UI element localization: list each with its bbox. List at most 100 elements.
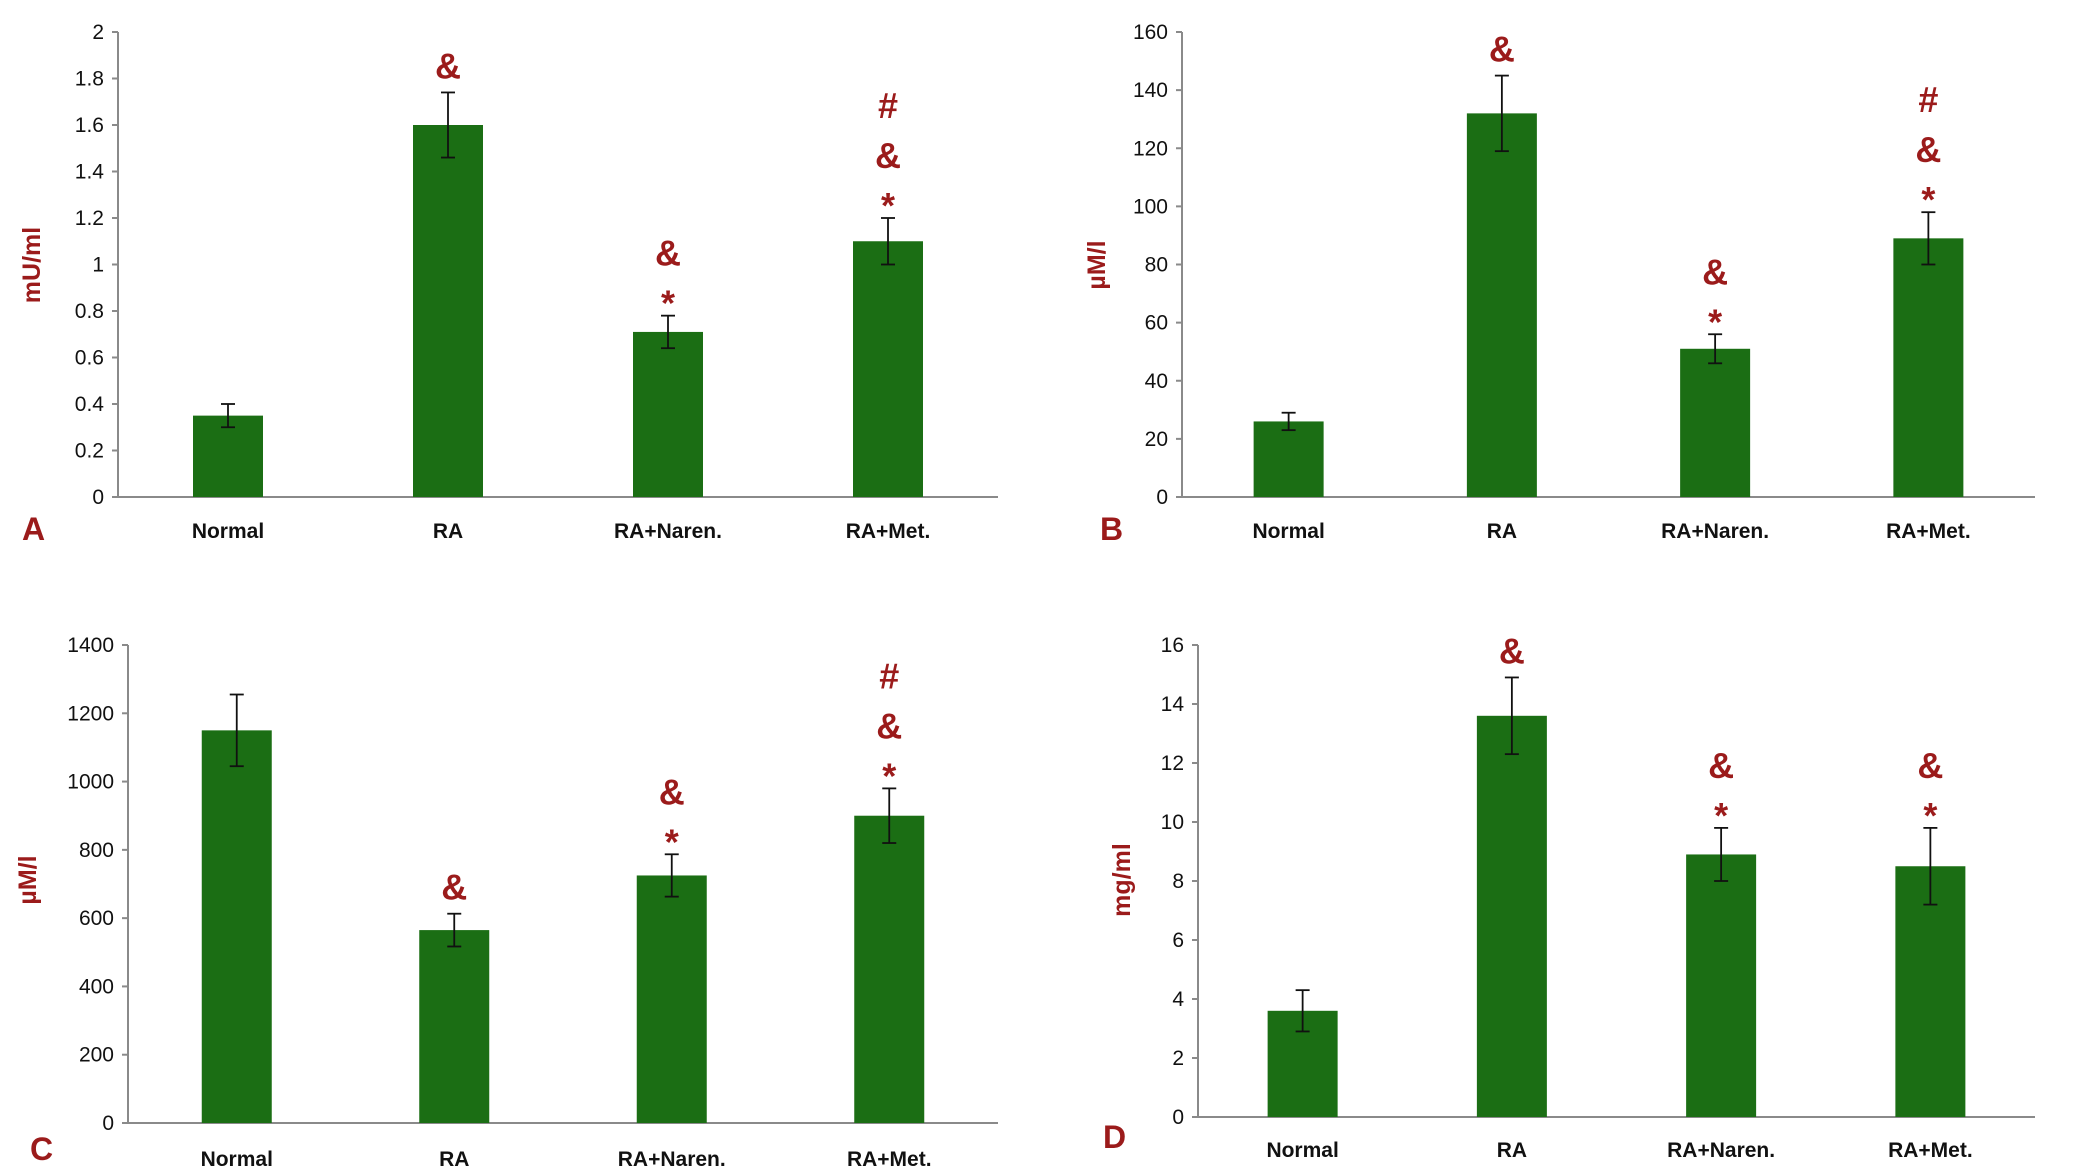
bar-ra-naren [1686,854,1757,1117]
bar-normal [201,730,272,1123]
category-label: RA [439,1148,469,1171]
significance-star: * [881,185,895,226]
bar-normal [1253,421,1324,497]
chart-panel-a: 0 0.2 0.4 0.6 0.8 1 1.2 1.4 1.6 1.8 2 mU/ml A Normal R… [18,21,998,547]
category-label: RA+Naren. [1661,520,1769,543]
y-tick-label: 0 [102,1112,114,1135]
y-tick-label: 1.4 [75,161,105,184]
category-label: RA+Met. [847,1148,932,1171]
y-tick-label: 0.6 [75,347,104,370]
category-label: RA+Naren. [1667,1139,1775,1162]
significance-hash: # [879,655,899,696]
y-tick-label: 140 [1133,79,1168,102]
category-label: RA+Met. [1888,1139,1973,1162]
significance-ampersand: & [1499,630,1525,671]
y-tick-label: 600 [79,907,114,930]
significance-hash: # [878,85,898,126]
y-tick-label: 80 [1145,254,1168,277]
y-tick-label: 8 [1172,870,1184,893]
y-tick-label: 160 [1133,21,1168,44]
bar-ra [1476,715,1547,1117]
y-tick-label: 200 [79,1044,114,1067]
bar-ra-naren [1680,348,1751,497]
y-tick-label: 4 [1172,988,1184,1011]
y-tick-label: 16 [1161,634,1184,657]
y-tick-label: 0.2 [75,440,104,463]
chart-panel-b: 0 20 40 60 80 100 120 140 160 µM/l B Normal RA & RA+Na… [1083,21,2035,547]
y-tick-label: 14 [1161,693,1185,716]
y-tick-label: 2 [1172,1047,1184,1070]
y-tick-label: 120 [1133,137,1168,160]
significance-hash: # [1918,79,1938,120]
significance-ampersand: & [655,233,681,274]
y-tick-label: 1 [92,254,104,277]
y-tick-label: 1.8 [75,68,104,91]
category-label: Normal [1252,520,1324,543]
significance-star: * [1714,795,1728,836]
y-tick-label: 1000 [67,771,114,794]
category-label: Normal [201,1148,273,1171]
y-tick-label: 60 [1145,312,1168,335]
significance-star: * [1923,795,1937,836]
y-tick-label: 0 [1156,486,1168,509]
chart-panel-d: 0 2 4 6 8 10 12 14 16 mg/ml D Normal RA & RA+Naren. * & R… [1103,630,2035,1162]
panel-label: B [1100,511,1123,547]
y-tick-label: 40 [1145,370,1168,393]
bar-ra-met [854,815,925,1123]
y-tick-label: 0.8 [75,300,104,323]
significance-ampersand: & [1915,129,1941,170]
panel-label: A [22,511,45,547]
y-tick-label: 2 [92,21,104,44]
significance-ampersand: & [1702,251,1728,292]
bar-ra [413,125,483,497]
category-label: RA [433,520,463,543]
bar-ra-met [1895,866,1966,1117]
significance-ampersand: & [1708,745,1734,786]
bar-ra [419,930,490,1123]
category-label: RA [1487,520,1517,543]
significance-ampersand: & [876,705,902,746]
y-tick-label: 20 [1145,428,1168,451]
significance-star: * [661,283,675,324]
category-label: Normal [1266,1139,1338,1162]
significance-ampersand: & [875,135,901,176]
y-tick-label: 0 [92,486,104,509]
bar-ra [1466,113,1537,497]
category-label: RA+Naren. [614,520,722,543]
y-axis-label: µM/l [1083,240,1111,289]
significance-ampersand: & [441,867,467,908]
y-tick-label: 1400 [67,634,114,657]
y-tick-label: 1200 [67,702,114,725]
y-axis-label: mg/ml [1108,843,1136,917]
panel-label: D [1103,1119,1126,1155]
y-tick-label: 1.6 [75,114,104,137]
panel-label: C [30,1131,53,1167]
y-tick-label: 10 [1161,811,1184,834]
y-tick-label: 100 [1133,195,1168,218]
bar-ra-met [853,241,923,497]
significance-star: * [882,755,896,796]
y-tick-label: 800 [79,839,114,862]
significance-star: * [1921,179,1935,220]
bar-ra-naren [633,331,703,497]
significance-star: * [1708,301,1722,342]
bar-ra-met [1893,238,1964,497]
y-tick-label: 12 [1161,752,1184,775]
category-label: Normal [192,520,264,543]
category-label: RA [1497,1139,1527,1162]
significance-star: * [665,821,679,862]
bar-ra-naren [636,875,707,1123]
y-axis-label: µM/l [14,855,42,904]
bar-normal [193,415,263,497]
y-tick-label: 1.2 [75,207,104,230]
significance-ampersand: & [435,45,461,86]
significance-ampersand: & [1489,29,1515,70]
significance-ampersand: & [659,771,685,812]
category-label: RA+Naren. [618,1148,726,1171]
category-label: RA+Met. [1886,520,1971,543]
y-tick-label: 400 [79,975,114,998]
y-tick-label: 0.4 [75,393,105,416]
y-tick-label: 0 [1172,1106,1184,1129]
y-tick-label: 6 [1172,929,1184,952]
